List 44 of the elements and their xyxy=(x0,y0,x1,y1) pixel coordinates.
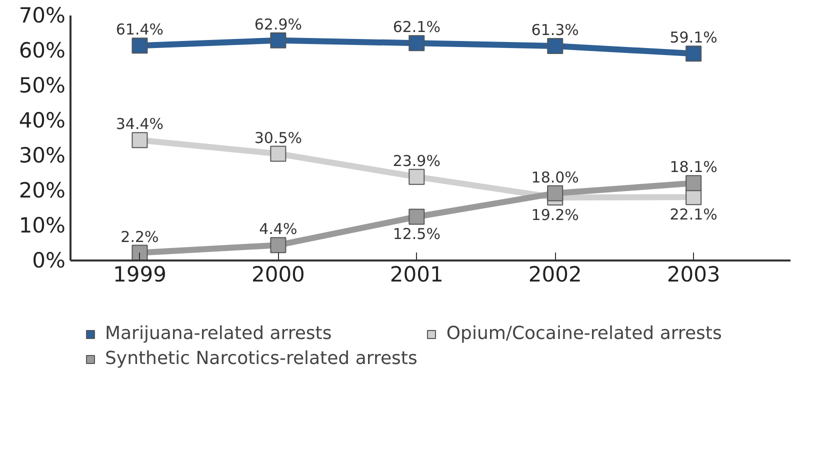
point xyxy=(547,185,564,202)
data-label: 4.4% xyxy=(259,220,298,238)
data-label: 23.9% xyxy=(392,152,440,170)
legend-label: Opium/Cocaine-related arrests xyxy=(446,323,722,344)
x-tick-label: 2001 xyxy=(390,262,444,286)
data-label: 30.5% xyxy=(254,128,302,147)
point xyxy=(132,38,148,54)
data-label: 61.4% xyxy=(116,20,164,39)
x-tick-label: 1999 xyxy=(113,262,166,286)
data-label: 2.2% xyxy=(120,228,159,246)
data-label: 59.1% xyxy=(670,28,718,47)
point xyxy=(132,244,148,260)
y-tick-label: 20% xyxy=(18,178,66,202)
point xyxy=(270,237,286,254)
point xyxy=(686,46,702,62)
data-label: 19.2% xyxy=(531,206,579,224)
x-tick-label: 2003 xyxy=(666,262,720,286)
point xyxy=(408,208,425,225)
y-tick-label: 10% xyxy=(18,214,66,238)
y-tick-label: 60% xyxy=(18,38,66,62)
data-label: 12.5% xyxy=(392,225,440,243)
data-label: 22.1% xyxy=(670,205,718,224)
data-label: 62.1% xyxy=(392,18,440,36)
data-label: 18.1% xyxy=(670,158,718,176)
data-label: 61.3% xyxy=(531,20,579,39)
point xyxy=(270,32,286,48)
y-tick-label: 40% xyxy=(18,108,66,132)
y-tick-label: 50% xyxy=(18,74,66,98)
point xyxy=(132,132,148,148)
point xyxy=(270,146,286,162)
legend-label: Marijuana-related arrests xyxy=(105,323,332,344)
data-label: 62.9% xyxy=(254,15,302,34)
y-tick-label: 0% xyxy=(32,248,66,272)
point xyxy=(686,175,702,192)
x-tick-label: 2002 xyxy=(528,262,582,286)
point xyxy=(408,168,425,185)
point xyxy=(547,38,564,54)
y-tick-label: 70% xyxy=(18,4,66,28)
legend-label: Synthetic Narcotics-related arrests xyxy=(105,348,418,369)
data-label: 34.4% xyxy=(116,115,164,134)
y-tick-label: 30% xyxy=(18,144,66,168)
x-tick-label: 2000 xyxy=(251,262,305,286)
point xyxy=(408,35,425,52)
data-label: 18.0% xyxy=(531,168,579,186)
